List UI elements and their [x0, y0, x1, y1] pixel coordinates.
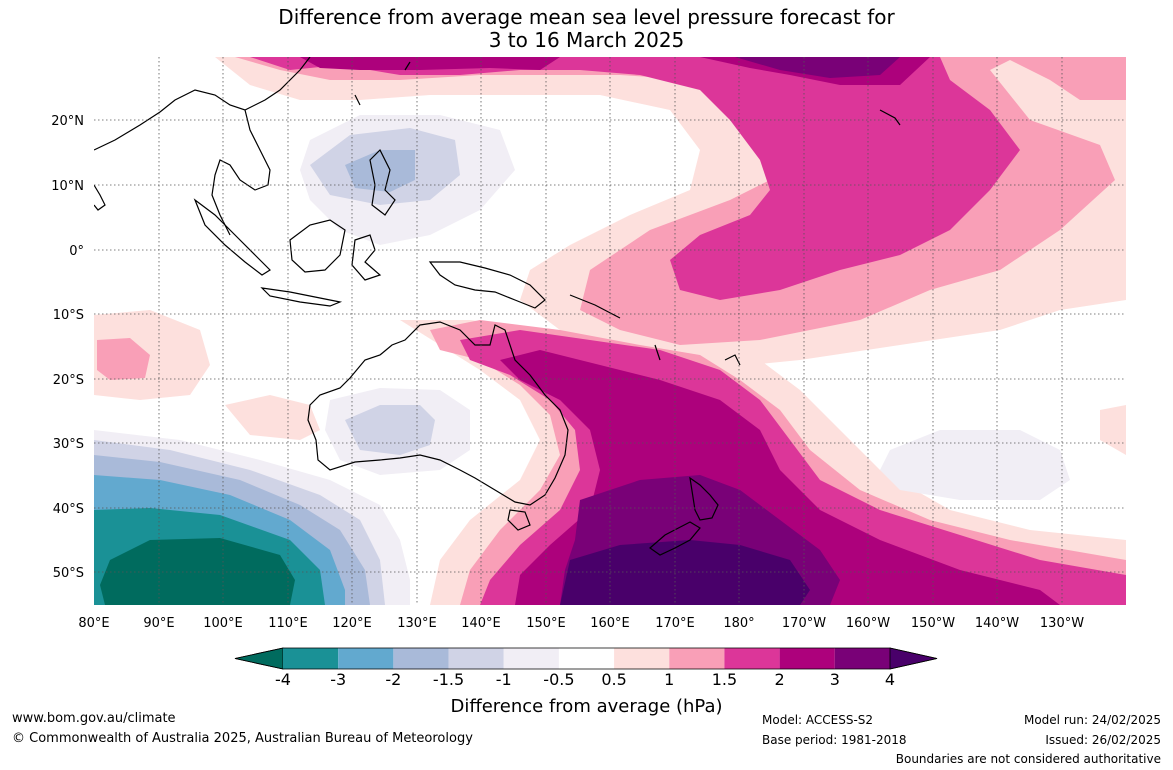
lon-label: 110°E — [268, 616, 308, 631]
issued-text: Issued: 26/02/2025 — [1045, 733, 1161, 747]
colorbar-segment — [834, 648, 890, 669]
map-title-line-1: Difference from average mean sea level p… — [278, 5, 895, 29]
lon-label: 160°W — [846, 616, 890, 631]
lon-label: 90°E — [143, 616, 174, 631]
lon-label: 160°E — [590, 616, 630, 631]
website-link[interactable]: www.bom.gov.au/climate — [12, 711, 176, 726]
copyright-text: © Commonwealth of Australia 2025, Austra… — [12, 731, 473, 746]
colorbar-extend-low — [234, 647, 284, 670]
colorbar-segment — [614, 648, 670, 669]
colorbar-tick-label: 1.5 — [711, 670, 738, 689]
colorbar-outline — [234, 647, 938, 670]
colorbar-tick-label: 1 — [664, 670, 675, 689]
colorbar-tick-label: 4 — [884, 670, 896, 689]
colorbar-segment — [779, 648, 835, 669]
lat-label: 20°S — [53, 373, 84, 388]
model-run-text: Model run: 24/02/2025 — [1023, 713, 1161, 727]
colorbar-segment — [338, 648, 394, 669]
lon-label: 130°E — [397, 616, 437, 631]
lon-label: 120°E — [332, 616, 372, 631]
lon-label: 150°W — [911, 616, 955, 631]
lat-label: 50°S — [53, 566, 84, 581]
lat-label: 40°S — [53, 502, 84, 517]
lat-label: 10°N — [51, 179, 84, 194]
lat-label: 30°S — [53, 437, 84, 452]
disclaimer-text: Boundaries are not considered authoritat… — [895, 752, 1161, 766]
anomaly-contours — [94, 57, 1126, 605]
model-text: Model: ACCESS-S2 — [762, 713, 874, 727]
lat-label: 20°N — [51, 114, 84, 129]
longitude-labels: 80°E 90°E 100°E 110°E 120°E 130°E 140°E … — [78, 616, 1084, 631]
colorbar-tick-label: 2 — [774, 670, 785, 689]
lon-label: 170°W — [782, 616, 826, 631]
colorbar-segment — [669, 648, 725, 669]
colorbar — [234, 647, 938, 670]
lon-label: 140°E — [461, 616, 501, 631]
colorbar-extend-high — [889, 647, 938, 670]
colorbar-segment — [393, 648, 449, 669]
colorbar-segment — [283, 648, 339, 669]
colorbar-tick-label: -1.5 — [432, 670, 465, 689]
lon-label: 150°E — [526, 616, 566, 631]
colorbar-tick-label: 0.5 — [601, 670, 627, 689]
base-period-text: Base period: 1981-2018 — [762, 733, 907, 747]
lat-label: 0° — [69, 244, 84, 259]
lat-label: 10°S — [53, 308, 84, 323]
colorbar-tick-label: -1 — [495, 670, 512, 689]
colorbar-segment — [448, 648, 504, 669]
colorbar-segment — [558, 648, 615, 669]
map-title-line-2: 3 to 16 March 2025 — [488, 28, 685, 52]
lon-label: 170°E — [655, 616, 695, 631]
coastlines — [94, 57, 901, 556]
lon-label: 100°E — [203, 616, 243, 631]
colorbar-tick-label: -0.5 — [543, 670, 575, 689]
colorbar-segment — [724, 648, 780, 669]
lon-label: 130°W — [1040, 616, 1084, 631]
graticule — [94, 57, 1126, 605]
colorbar-tick-label: -4 — [275, 670, 291, 689]
colorbar-segment — [503, 648, 559, 669]
colorbar-tick-label: -3 — [330, 670, 347, 689]
colorbar-tick-label: -2 — [385, 670, 402, 689]
lon-label: 80°E — [78, 616, 109, 631]
latitude-labels: 20°N 10°N 0° 10°S 20°S 30°S 40°S 50°S — [51, 114, 84, 581]
colorbar-tick-label: 3 — [829, 670, 840, 689]
colorbar-title: Difference from average (hPa) — [450, 696, 723, 717]
lon-label: 180° — [723, 616, 754, 631]
lon-label: 140°W — [975, 616, 1019, 631]
